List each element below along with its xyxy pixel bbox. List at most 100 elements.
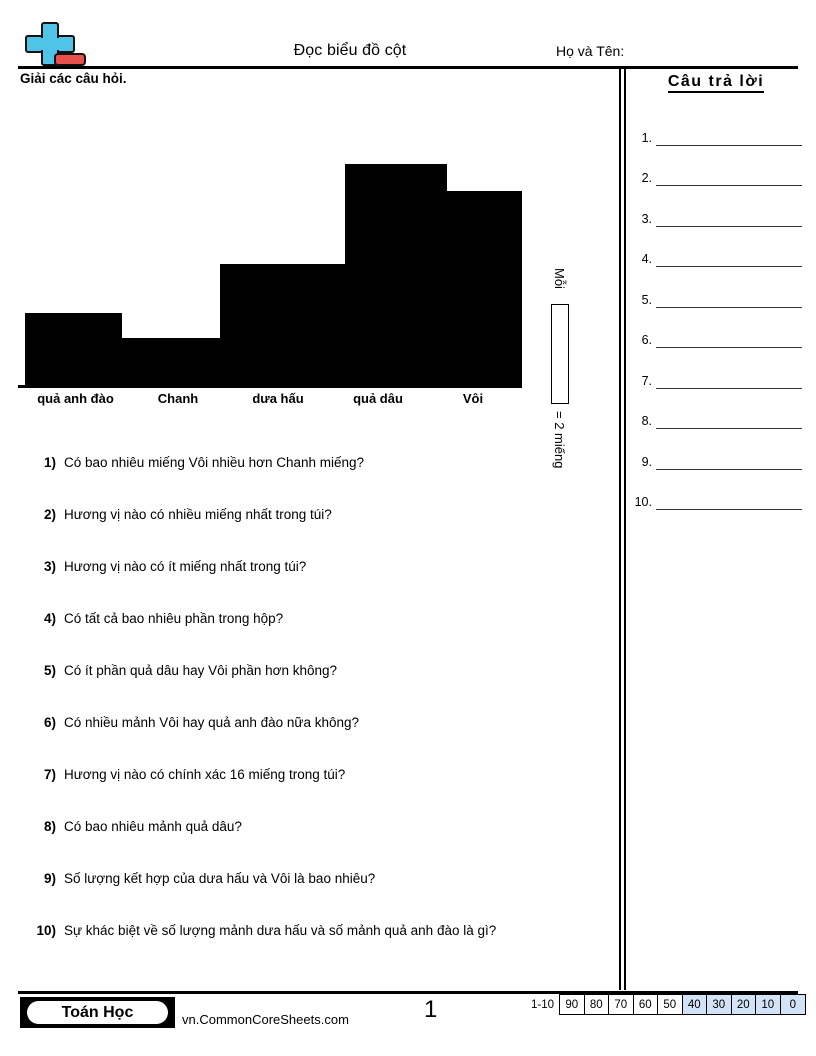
answer-row: 1. — [630, 105, 802, 146]
score-scale-cell[interactable]: 60 — [633, 995, 659, 1014]
answer-row: 4. — [630, 227, 802, 267]
answer-row: 10. — [630, 470, 802, 510]
answer-blank-line[interactable] — [656, 265, 802, 267]
legend-symbol-icon — [551, 304, 569, 404]
answer-blank-line[interactable] — [656, 184, 802, 186]
chart-bar — [220, 264, 345, 388]
answer-row: 7. — [630, 348, 802, 389]
score-scale: 1-10 90 80 70 60 50 40 30 20 10 0 — [531, 994, 807, 1015]
question-row: 3) Hương vị nào có ít miếng nhất trong tú… — [22, 559, 612, 611]
score-scale-cell[interactable]: 80 — [584, 995, 610, 1014]
score-scale-label: 1-10 — [531, 998, 555, 1011]
page-title: Đọc biểu đồ cột — [293, 42, 407, 59]
question-number: 4) — [43, 611, 56, 626]
score-scale-cell[interactable]: 90 — [560, 995, 585, 1014]
score-scale-cell[interactable]: 20 — [731, 995, 757, 1014]
answer-row: 3. — [630, 186, 802, 227]
question-text: Có tất cả bao nhiêu phần trong hộp? — [64, 611, 284, 626]
footer-divider — [18, 991, 798, 994]
answer-number: 10. — [634, 495, 652, 509]
legend-suffix-label: = 2 miếng — [552, 411, 567, 469]
chart-category-label: quả dâu — [353, 391, 403, 406]
page-number: 1 — [424, 996, 438, 1023]
chart-bar — [345, 164, 447, 388]
score-scale-cell[interactable]: 50 — [658, 995, 683, 1014]
answer-number: 3. — [641, 211, 652, 226]
answer-number: 4. — [641, 252, 652, 266]
header-divider — [18, 66, 798, 69]
site-url: vn.CommonCoreSheets.com — [182, 1012, 349, 1027]
answer-row: 5. — [630, 267, 802, 308]
answer-number: 7. — [641, 373, 652, 388]
question-text: Có bao nhiêu mảnh quả dâu? — [64, 819, 242, 834]
question-number: 6) — [43, 715, 56, 730]
question-number: 5) — [43, 663, 56, 678]
chart-category-label: Chanh — [157, 391, 199, 406]
legend-prefix-label: Mỗi — [552, 268, 567, 289]
question-text: Có nhiều mảnh Vôi hay quả anh đào nữa kh… — [64, 715, 360, 730]
question-row: 4) Có tất cả bao nhiêu phần trong hộp? — [22, 611, 612, 663]
answer-blank-line[interactable] — [656, 225, 802, 227]
questions-list: 1) Có bao nhiêu miếng Vôi nhiều hơn Chanh… — [22, 455, 612, 975]
chart-bar — [25, 313, 122, 388]
chart-bar — [122, 338, 220, 388]
answers-panel: Câu trả lời 1. 2. 3. 4. 5. 6. 7. 8. 9. 10. — [630, 66, 802, 510]
question-row: 6) Có nhiều mảnh Vôi hay quả anh đào nữa … — [22, 715, 612, 767]
bar-chart: Mỗi = 2 miếng — [0, 130, 619, 468]
question-text: Có ít phần quả dâu hay Vôi phần hơn khôn… — [64, 663, 338, 678]
answers-title: Câu trả lời — [630, 66, 802, 93]
answer-number: 9. — [641, 454, 652, 469]
question-row: 1) Có bao nhiêu miếng Vôi nhiều hơn Chanh… — [22, 455, 612, 507]
question-text: Số lượng kết hợp của dưa hấu và Vôi là b… — [64, 871, 376, 886]
question-text: Hương vị nào có ít miếng nhất trong túi? — [64, 559, 307, 574]
question-row: 9) Số lượng kết hợp của dưa hấu và Vôi là… — [22, 871, 612, 923]
question-row: 7) Hương vị nào có chính xác 16 miếng tro… — [22, 767, 612, 819]
question-text: Sự khác biệt về số lượng mảnh dưa hấu và… — [64, 923, 497, 938]
subject-badge: Toán Học — [20, 997, 175, 1028]
question-number: 3) — [43, 559, 56, 574]
column-divider-right — [624, 66, 626, 990]
answer-blank-line[interactable] — [656, 306, 802, 308]
question-number: 2) — [43, 507, 56, 522]
answer-number: 1. — [641, 130, 652, 145]
answer-blank-line[interactable] — [656, 387, 802, 389]
question-text: Có bao nhiêu miếng Vôi nhiều hơn Chanh m… — [64, 455, 365, 470]
page-header: Đọc biểu đồ cột Họ và Tên: — [0, 0, 816, 69]
answer-number: 8. — [641, 414, 652, 428]
question-number: 9) — [43, 871, 56, 886]
chart-baseline — [18, 385, 522, 388]
answer-row: 9. — [630, 429, 802, 470]
answer-row: 2. — [630, 146, 802, 186]
answer-list: 1. 2. 3. 4. 5. 6. 7. 8. 9. 10. — [630, 105, 802, 510]
answer-blank-line[interactable] — [656, 508, 802, 510]
answer-row: 6. — [630, 308, 802, 348]
question-number: 10) — [36, 923, 56, 938]
chart-legend-key: Mỗi = 2 miếng — [548, 268, 594, 493]
score-scale-cell[interactable]: 70 — [609, 995, 634, 1014]
answer-blank-line[interactable] — [656, 468, 802, 470]
column-divider-left — [619, 66, 621, 990]
question-number: 1) — [43, 455, 56, 470]
chart-category-labels: quả anh đào Chanh dưa hấu quả dâu Vôi — [0, 391, 540, 413]
question-row: 8) Có bao nhiêu mảnh quả dâu? — [22, 819, 612, 871]
score-scale-cell[interactable]: 10 — [756, 995, 781, 1014]
question-text: Hương vị nào có chính xác 16 miếng trong… — [64, 767, 346, 782]
answer-number: 2. — [641, 171, 652, 185]
score-scale-cell[interactable]: 0 — [780, 995, 806, 1014]
chart-category-label: Vôi — [462, 391, 484, 406]
score-scale-cell[interactable]: 40 — [682, 995, 708, 1014]
chart-bar — [447, 191, 522, 388]
answer-blank-line[interactable] — [656, 427, 802, 429]
answer-blank-line[interactable] — [656, 144, 802, 146]
answers-title-text: Câu trả lời — [667, 73, 765, 93]
answer-blank-line[interactable] — [656, 346, 802, 348]
question-row: 2) Hương vị nào có nhiều miếng nhất trong… — [22, 507, 612, 559]
question-text: Hương vị nào có nhiều miếng nhất trong t… — [64, 507, 332, 522]
answer-row: 8. — [630, 389, 802, 429]
score-scale-cell[interactable]: 30 — [707, 995, 732, 1014]
answer-number: 5. — [641, 292, 652, 307]
score-scale-cells: 90 80 70 60 50 40 30 20 10 0 — [559, 994, 807, 1015]
question-row: 10) Sự khác biệt về số lượng mảnh dưa hấu… — [22, 923, 612, 975]
subject-badge-label: Toán Học — [27, 1001, 168, 1024]
chart-bars — [25, 130, 522, 388]
